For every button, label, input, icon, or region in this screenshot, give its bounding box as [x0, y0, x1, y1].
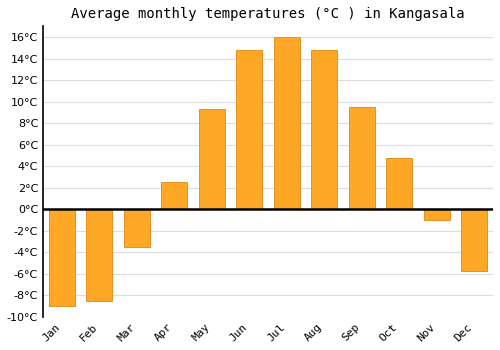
- Title: Average monthly temperatures (°C ) in Kangasala: Average monthly temperatures (°C ) in Ka…: [71, 7, 465, 21]
- Bar: [348, 107, 375, 209]
- Bar: [48, 209, 75, 306]
- Bar: [386, 158, 412, 209]
- Bar: [161, 182, 188, 209]
- Bar: [274, 37, 300, 209]
- Bar: [86, 209, 113, 301]
- Bar: [236, 50, 262, 209]
- Bar: [198, 109, 225, 209]
- Bar: [311, 50, 338, 209]
- Bar: [461, 209, 487, 271]
- Bar: [424, 209, 450, 220]
- Bar: [124, 209, 150, 247]
